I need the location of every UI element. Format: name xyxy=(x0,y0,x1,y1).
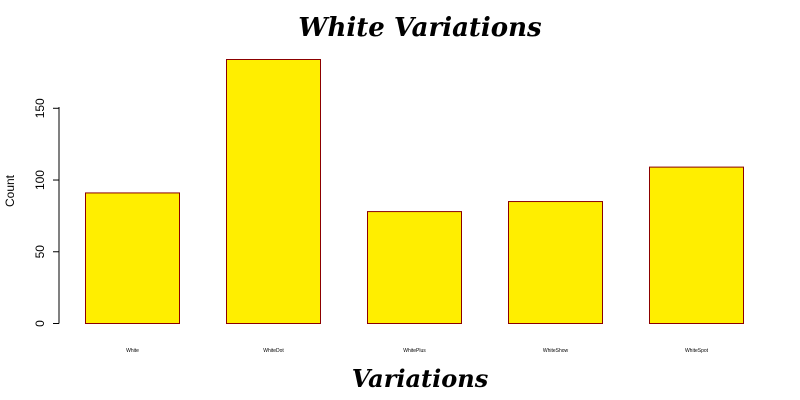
bar-whiteshow xyxy=(508,201,603,324)
y-tick-label: 0 xyxy=(33,320,47,327)
bars-group xyxy=(85,59,744,324)
bar-whitedot xyxy=(226,59,321,324)
x-tick-label: White xyxy=(126,348,139,354)
bar-white xyxy=(85,192,180,324)
x-tick-label: WhiteDot xyxy=(263,348,284,354)
y-tick-label: 150 xyxy=(33,98,47,118)
y-tick-label: 100 xyxy=(33,170,47,190)
y-axis-label: Count xyxy=(3,174,17,207)
bar-whitespot xyxy=(649,166,744,324)
x-axis-label: Variations xyxy=(352,364,489,393)
chart-title: White Variations xyxy=(298,13,542,43)
x-axis-tick-labels: White WhiteDot WhitePlus WhiteShow WhiteSpot xyxy=(126,348,709,354)
y-tick-label: 50 xyxy=(33,245,47,259)
x-tick-label: WhitePlus xyxy=(403,348,426,354)
y-axis-ticks: 0 50 100 150 xyxy=(33,98,59,327)
x-tick-label: WhiteShow xyxy=(543,348,569,354)
bar-whiteplus xyxy=(367,211,462,324)
x-tick-label: WhiteSpot xyxy=(685,348,709,354)
